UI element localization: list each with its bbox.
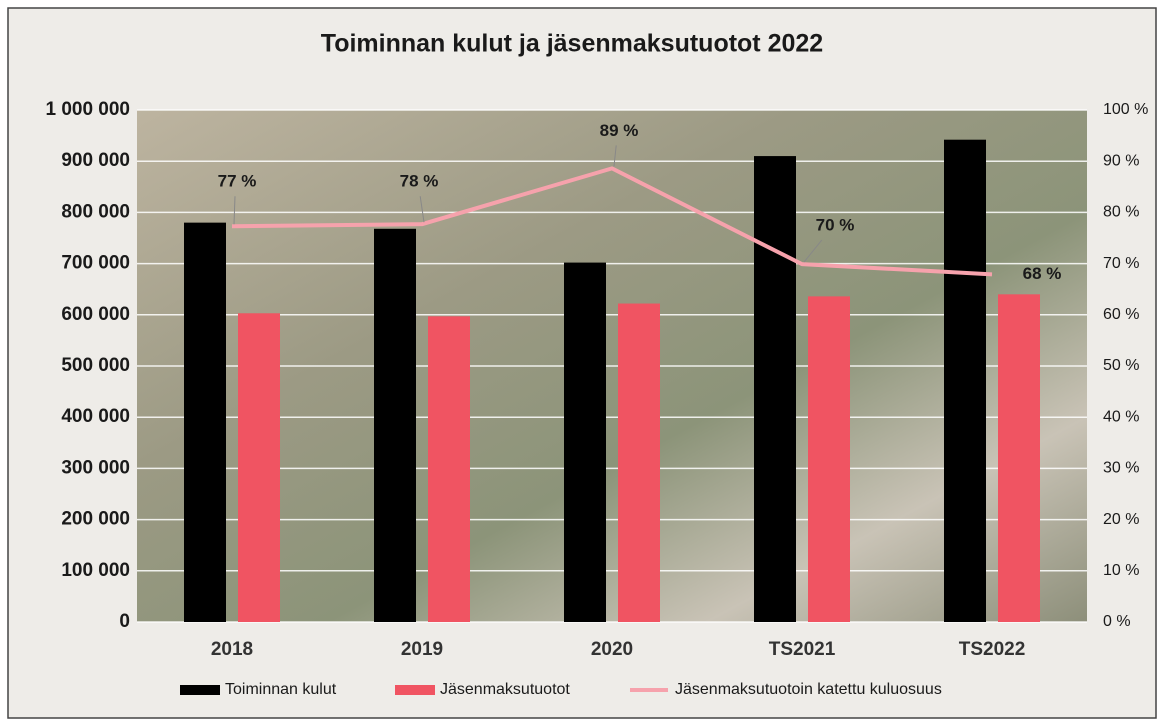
- y-tick-label: 800 000: [61, 201, 130, 222]
- bar: [808, 296, 850, 622]
- bar: [428, 316, 470, 622]
- legend-label: Toiminnan kulut: [225, 681, 337, 698]
- y-tick-label: 600 000: [61, 304, 130, 325]
- line: [231, 166, 993, 277]
- y-tick-label: 900 000: [61, 150, 130, 171]
- y-tick-label: 700 000: [61, 253, 130, 274]
- y2-tick-label: 10 %: [1103, 562, 1139, 579]
- y-tick-label: 100 000: [61, 560, 130, 581]
- x-tick-label: 2020: [591, 639, 633, 660]
- legend-swatch: [180, 685, 220, 695]
- y2-tick-label: 20 %: [1103, 511, 1139, 528]
- data-label: 78 %: [400, 172, 439, 191]
- y-tick-label: 200 000: [61, 509, 130, 530]
- bar: [184, 222, 226, 622]
- bar: [238, 313, 280, 622]
- x-tick-label: 2018: [211, 639, 253, 660]
- leader-line: [419, 196, 425, 223]
- leader-line: [803, 239, 823, 263]
- y-tick-label: 0: [119, 611, 130, 632]
- leader-line: [233, 196, 236, 225]
- bar: [998, 294, 1040, 622]
- x-tick-label: TS2021: [769, 639, 836, 660]
- y-tick-label: 300 000: [61, 457, 130, 478]
- y2-tick-label: 40 %: [1103, 408, 1139, 425]
- bar: [754, 156, 796, 622]
- legend-label: Jäsenmaksutuotot: [440, 681, 570, 698]
- y2-tick-label: 30 %: [1103, 460, 1139, 477]
- bar: [374, 228, 416, 622]
- bar: [944, 139, 986, 623]
- y2-tick-label: 100 %: [1103, 101, 1148, 118]
- y2-tick-label: 90 %: [1103, 152, 1139, 169]
- y2-tick-label: 80 %: [1103, 204, 1139, 221]
- data-label: 77 %: [218, 172, 257, 191]
- leader-line: [613, 145, 617, 167]
- data-label: 70 %: [816, 216, 855, 235]
- y2-tick-label: 50 %: [1103, 357, 1139, 374]
- bar: [564, 262, 606, 622]
- y2-tick-label: 70 %: [1103, 255, 1139, 272]
- y-tick-label: 500 000: [61, 355, 130, 376]
- data-label: 68 %: [1023, 264, 1062, 283]
- y2-tick-label: 60 %: [1103, 306, 1139, 323]
- y-tick-label: 400 000: [61, 406, 130, 427]
- x-tick-label: TS2022: [959, 639, 1026, 660]
- x-tick-label: 2019: [401, 639, 443, 660]
- legend-label: Jäsenmaksutuotoin katettu kuluosuus: [675, 681, 942, 698]
- data-label: 89 %: [600, 121, 639, 140]
- bar: [618, 303, 660, 622]
- y-tick-label: 1 000 000: [45, 99, 130, 120]
- legend-swatch: [395, 685, 435, 695]
- y2-tick-label: 0 %: [1103, 613, 1131, 630]
- chart-title: Toiminnan kulut ja jäsenmaksutuotot 2022: [321, 30, 823, 58]
